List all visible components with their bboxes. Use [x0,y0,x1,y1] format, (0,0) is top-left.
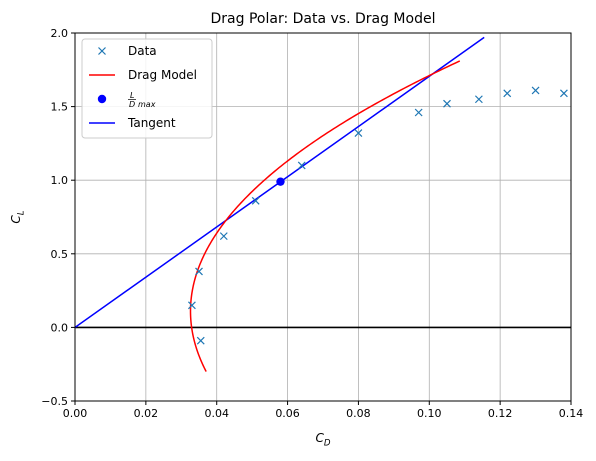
legend-marker-x [98,47,106,55]
y-tick-label: 2.0 [51,27,69,40]
data-point-marker [559,89,568,98]
x-tick-label: 0.02 [134,407,159,420]
data-point-marker [196,336,205,345]
legend-item: Tangent [89,116,176,130]
data-point-marker [251,196,260,205]
legend-label-fraction-bottom: D [129,100,135,109]
y-tick-label: 0.0 [51,321,69,334]
y-axis-label: CL [9,210,27,223]
data-point-marker [187,301,196,310]
x-tick-label: 0.14 [559,407,584,420]
legend-item: Data [98,44,157,58]
legend: Data Drag Model max LD Tangent [81,38,213,139]
legend-marker-dot [97,94,107,104]
legend-label: Data [128,44,157,58]
x-tick-label: 0.10 [417,407,442,420]
data-point-stroke [474,95,483,104]
data-point-stroke [559,89,568,98]
data-point-stroke [297,161,306,170]
plot-area [75,36,571,372]
plot-frame [74,32,572,402]
data-point-marker [531,86,540,95]
legend-label: Drag Model [128,68,197,82]
y-tick-label: 1.0 [51,174,69,187]
series-drag-model-line [189,60,461,372]
legend-item: Drag Model [89,68,197,82]
legend-label: max [138,100,156,109]
y-tick-label: 1.5 [51,101,69,114]
data-point-marker [219,232,228,241]
x-tick-label: 0.08 [346,407,371,420]
data-point-marker [474,95,483,104]
data-point-marker [443,99,451,108]
legend-label-fraction-top: L [130,91,134,100]
y-tick-label: −0.5 [41,395,68,408]
x-tick-label: 0.00 [63,407,88,420]
x-tick-label: 0.06 [275,407,300,420]
data-point-marker [503,89,512,98]
y-tick-label: 0.5 [51,248,69,261]
data-point-stroke [187,301,196,310]
data-point-marker [414,108,423,117]
legend-label: Tangent [127,116,176,130]
data-point-stroke [531,86,540,95]
data-point-stroke [195,267,203,276]
legend-box [81,38,213,139]
x-tick-label: 0.12 [488,407,513,420]
data-point-stroke [196,336,205,345]
data-point-stroke [219,232,228,241]
x-axis-label: CD [315,431,330,449]
axis-ticks: 0.00 0.02 0.04 0.06 0.08 0.10 0.12 0.14 −0.5 0.0 0… [41,27,583,420]
ld-max-point [276,177,285,186]
data-point-marker [354,129,363,138]
data-point-stroke [354,129,363,138]
data-point-stroke [503,89,512,98]
chart-title: Drag Polar: Data vs. Drag Model [211,11,436,27]
legend-item: max LD [97,91,156,109]
data-point-stroke [443,99,451,108]
x-tick-label: 0.04 [204,407,229,420]
data-point-stroke [251,196,260,205]
data-point-marker [195,267,203,276]
data-point-marker [297,161,306,170]
data-point-stroke [414,108,423,117]
